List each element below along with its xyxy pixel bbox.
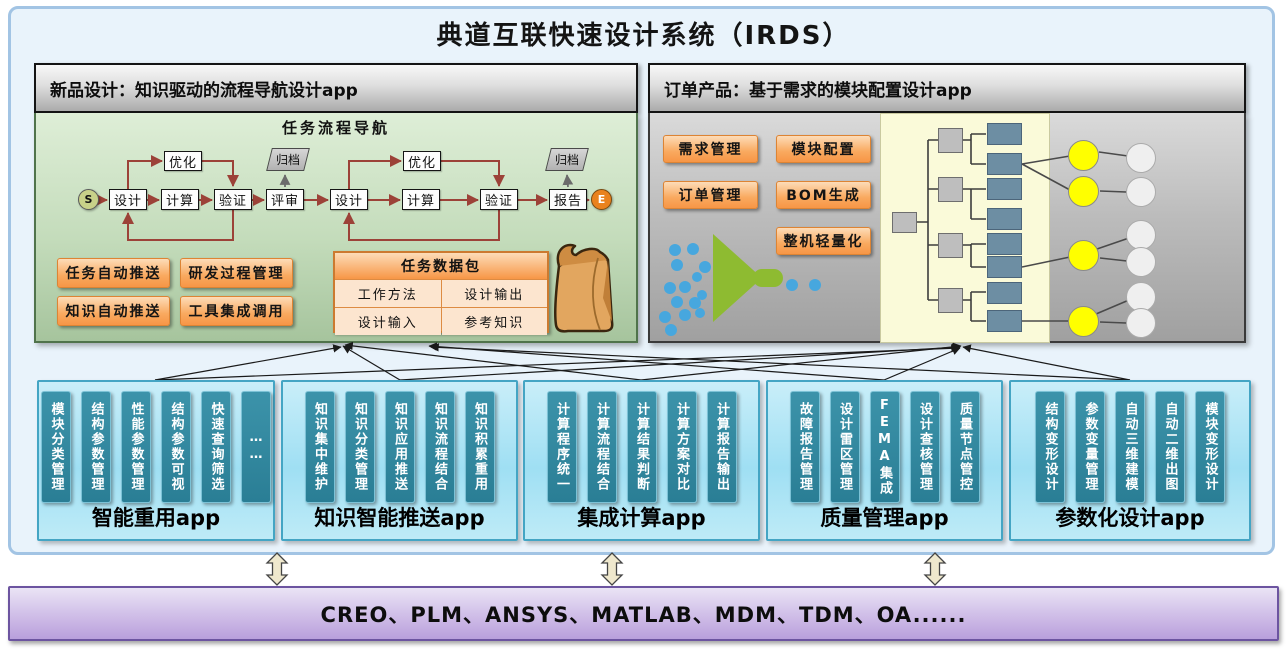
app-label: 集成计算app	[577, 506, 706, 530]
right-panel-header: 订单产品：基于需求的模块配置设计app	[648, 63, 1246, 113]
flow-step-compute-2: 计算	[402, 189, 440, 210]
integration-bar: CREO、PLM、ANSYS、MATLAB、MDM、TDM、OA......	[8, 586, 1279, 641]
flow-archive-1: 归档	[266, 148, 310, 171]
app-box-quality-mgmt: 故障报告管理 设计雷区管理 FEMA集成 设计查核管理 质量节点管控 质量管理a…	[766, 380, 1003, 541]
feature-task-auto-push: 任务自动推送	[57, 258, 170, 288]
btn-order-mgmt: 订单管理	[663, 181, 758, 209]
app-label: 智能重用app	[91, 506, 221, 530]
app-capability: 快速查询筛选	[201, 391, 231, 503]
app-label: 质量管理app	[820, 506, 949, 530]
app-capability: 计算报告输出	[706, 391, 737, 503]
flow-archive-2: 归档	[545, 148, 589, 171]
app-capability: 参数变量管理	[1075, 391, 1105, 503]
app-capability: FEMA集成	[869, 391, 900, 503]
page-title: 典道互联快速设计系统（IRDS）	[436, 21, 851, 51]
app-capability: 质量节点管控	[949, 391, 980, 503]
tree-branch-node	[938, 288, 963, 313]
flow-optimize-1: 优化	[164, 151, 202, 171]
btn-module-config: 模块配置	[776, 135, 871, 163]
tree-module-node	[987, 153, 1022, 175]
app-capability: 设计雷区管理	[829, 391, 860, 503]
app-capability: 自动二维出图	[1155, 391, 1185, 503]
dp-cell-ref-knowledge: 参考知识	[441, 308, 547, 335]
feature-rd-process-mgmt: 研发过程管理	[180, 258, 293, 288]
app-capability: 性能参数管理	[121, 391, 151, 503]
app-label: 知识智能推送app	[314, 506, 485, 530]
option-node	[1126, 247, 1156, 277]
left-panel-header: 新品设计：知识驱动的流程导航设计app	[34, 63, 638, 113]
dp-cell-work-method: 工作方法	[335, 280, 441, 307]
app-capability: 结构参数可视	[161, 391, 191, 503]
tree-module-node	[987, 123, 1022, 145]
app-capability: 知识应用推送	[384, 391, 415, 503]
flow-step-design-1: 设计	[109, 189, 147, 210]
tree-module-node	[987, 282, 1022, 304]
app-box-parametric-design: 结构变形设计 参数变量管理 自动三维建模 自动二维出图 模块变形设计 参数化设计…	[1009, 380, 1251, 541]
app-box-smart-reuse: 模块分类管理 结构参数管理 性能参数管理 结构参数可视 快速查询筛选 …… 智能…	[37, 380, 275, 541]
selected-option-node	[1068, 240, 1099, 271]
flow-step-verify-1: 验证	[214, 189, 252, 210]
option-node	[1126, 143, 1156, 173]
double-arrow-icons	[265, 552, 947, 586]
tree-branch-node	[938, 128, 963, 153]
dp-cell-design-output: 设计输出	[441, 280, 547, 307]
tree-module-node	[987, 208, 1022, 230]
app-label: 参数化设计app	[1055, 506, 1205, 530]
app-capability: 知识分类管理	[344, 391, 375, 503]
app-capability: 设计查核管理	[909, 391, 940, 503]
app-capability: 知识流程结合	[424, 391, 455, 503]
app-capability: 结构参数管理	[81, 391, 111, 503]
flow-end-node: E	[591, 189, 612, 210]
selected-option-node	[1068, 306, 1099, 337]
tree-branch-node	[938, 233, 963, 258]
flow-step-report: 报告	[549, 189, 587, 210]
tree-module-node	[987, 233, 1022, 255]
app-capability-more: ……	[241, 391, 271, 503]
option-node	[1126, 220, 1156, 250]
app-capability: 模块变形设计	[1195, 391, 1225, 503]
selected-option-node	[1068, 140, 1099, 171]
btn-bom-generate: BOM生成	[776, 181, 871, 209]
app-capability: 计算流程结合	[586, 391, 617, 503]
app-capability: 模块分类管理	[41, 391, 71, 503]
task-data-package-title: 任务数据包	[335, 253, 547, 279]
app-box-integrated-compute: 计算程序统一 计算流程结合 计算结果判断 计算方案对比 计算报告输出 集成计算a…	[523, 380, 760, 541]
option-node	[1126, 308, 1156, 338]
flow-title: 任务流程导航	[281, 119, 390, 137]
tree-branch-node	[938, 177, 963, 202]
flow-start-node: S	[78, 189, 99, 210]
tree-module-node	[987, 178, 1022, 200]
app-capability: 自动三维建模	[1115, 391, 1145, 503]
app-capability: 计算方案对比	[666, 391, 697, 503]
option-node	[1126, 177, 1156, 207]
selected-option-node	[1068, 176, 1099, 207]
tree-root-node	[892, 212, 917, 233]
app-capability: 计算程序统一	[546, 391, 577, 503]
tree-module-node	[987, 310, 1022, 332]
app-capability: 结构变形设计	[1035, 391, 1065, 503]
feature-tool-integration: 工具集成调用	[180, 296, 293, 326]
flow-step-compute-1: 计算	[161, 189, 199, 210]
app-capability: 计算结果判断	[626, 391, 657, 503]
btn-lightweight: 整机轻量化	[776, 227, 871, 255]
flow-step-review: 评审	[266, 189, 304, 210]
btn-requirement-mgmt: 需求管理	[663, 135, 758, 163]
app-capability: 知识集中维护	[304, 391, 335, 503]
dp-cell-design-input: 设计输入	[335, 308, 441, 335]
app-capability: 故障报告管理	[789, 391, 820, 503]
flow-step-verify-2: 验证	[480, 189, 518, 210]
app-capability: 知识积累重用	[464, 391, 495, 503]
app-box-knowledge-push: 知识集中维护 知识分类管理 知识应用推送 知识流程结合 知识积累重用 知识智能推…	[281, 380, 518, 541]
tree-module-node	[987, 256, 1022, 278]
task-data-package-table: 任务数据包 工作方法 设计输出 设计输入 参考知识	[333, 251, 549, 335]
flow-step-design-2: 设计	[330, 189, 368, 210]
integration-bar-text: CREO、PLM、ANSYS、MATLAB、MDM、TDM、OA......	[320, 602, 967, 627]
flow-optimize-2: 优化	[403, 151, 441, 171]
feature-knowledge-push: 知识自动推送	[57, 296, 170, 326]
